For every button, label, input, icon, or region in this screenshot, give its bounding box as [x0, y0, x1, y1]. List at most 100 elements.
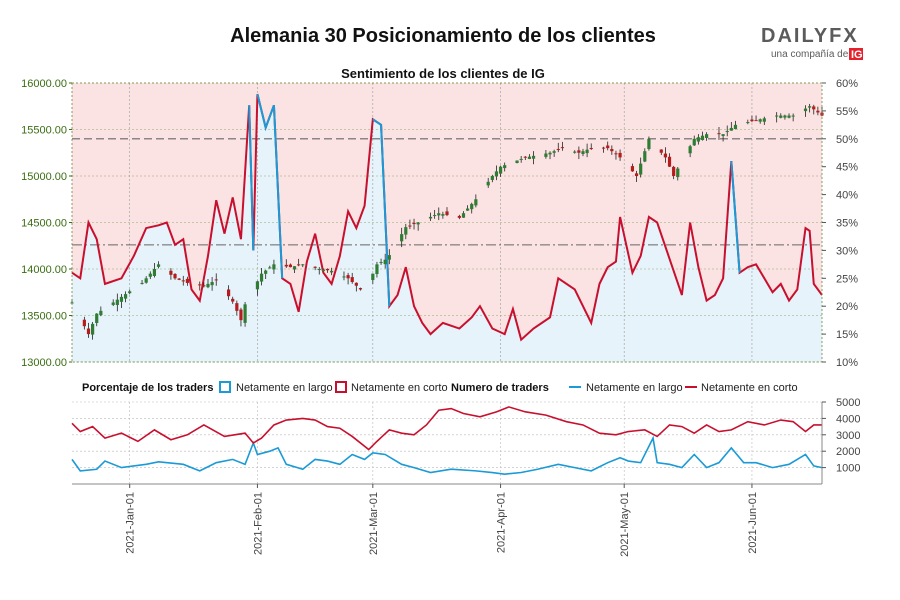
candle-body	[762, 118, 766, 122]
candle-body	[239, 309, 243, 321]
candle-body	[198, 284, 202, 286]
y-right-tick-label: 60%	[836, 78, 858, 90]
logo-text: DAILYFX	[761, 25, 859, 47]
x-tick-label: 2021-Jun-01	[747, 492, 759, 554]
candle-body	[206, 283, 210, 288]
candle-body	[515, 160, 519, 163]
legend-count-long-label: Netamente en largo	[586, 382, 683, 394]
candle-body	[288, 264, 293, 268]
legend-count-title: Numero de traders	[451, 382, 549, 394]
legend-short-swatch	[335, 381, 347, 393]
candle-body	[226, 289, 231, 297]
candle-body	[527, 156, 532, 159]
candle-body	[301, 264, 305, 266]
legend-long-label: Netamente en largo	[236, 382, 333, 394]
candle-body	[503, 165, 507, 169]
candle-body	[144, 278, 148, 283]
legend-short-label: Netamente en corto	[351, 382, 448, 394]
candle-body	[775, 115, 779, 117]
candle-body	[416, 222, 420, 225]
candle-body	[787, 115, 791, 118]
candle-body	[235, 303, 239, 311]
candle-body	[99, 310, 103, 316]
candle-body	[556, 149, 560, 151]
candle-body	[717, 133, 721, 135]
candle-body	[783, 115, 787, 118]
y-left-tick-label: 15500.00	[21, 125, 67, 137]
candle-body	[123, 294, 128, 299]
candle-body	[808, 106, 812, 108]
y-right-tick-label: 30%	[836, 245, 858, 257]
y-right-tick-label: 25%	[836, 273, 858, 285]
candle-body	[111, 302, 115, 305]
candle-body	[544, 153, 548, 157]
candle-body	[214, 279, 218, 281]
candle-body	[255, 281, 260, 290]
candle-body	[531, 155, 536, 159]
y-right-tick-label: 10%	[836, 357, 858, 369]
traders-long-line	[71, 435, 823, 475]
candle-body	[696, 137, 700, 142]
dailyfx-logo: DAILYFX una compañía de IG	[761, 25, 863, 61]
candle-body	[630, 166, 635, 172]
candle-body	[647, 138, 651, 150]
candle-body	[330, 270, 334, 273]
candle-body	[325, 268, 330, 271]
candle-body	[466, 208, 470, 211]
candle-body	[729, 127, 733, 131]
candle-body	[519, 158, 523, 160]
candle-body	[589, 148, 593, 150]
candle-body	[313, 266, 317, 268]
legend-count-short-label: Netamente en corto	[701, 382, 798, 394]
y-right-tick-label: 35%	[836, 218, 858, 230]
candle-body	[140, 282, 144, 284]
main-axes: 13000.00 13500.00 14000.00 14500.00 15000.00…	[21, 78, 858, 369]
candle-body	[692, 138, 696, 146]
candle-body	[560, 147, 564, 149]
candle-body	[725, 131, 729, 133]
candle-body	[523, 156, 527, 158]
candle-body	[601, 147, 606, 149]
candle-body	[292, 266, 297, 270]
candle-body	[552, 151, 556, 153]
x-tick-label: 2021-Feb-01	[252, 492, 264, 555]
candle-body	[86, 328, 91, 335]
candle-body	[317, 269, 321, 270]
legend-pct-title: Porcentaje de los traders	[82, 382, 213, 394]
candle-body	[548, 152, 552, 155]
candle-body	[148, 273, 152, 277]
x-axis-ticks: 2021-Jan-01 2021-Feb-01 2021-Mar-01 2021-Ap…	[125, 484, 759, 557]
candle-body	[268, 267, 272, 269]
candle-body	[663, 153, 668, 158]
candle-body	[152, 269, 157, 276]
candle-body	[264, 270, 268, 274]
bottom-y-tick-label: 1000	[836, 463, 860, 475]
candle-body	[379, 262, 383, 264]
candle-body	[461, 213, 466, 218]
candle-body	[284, 264, 288, 267]
candle-body	[375, 264, 379, 274]
chart-title: Alemania 30 Posicionamiento de los clien…	[230, 25, 656, 47]
y-right-tick-label: 20%	[836, 301, 858, 313]
candle-body	[169, 270, 173, 275]
candle-body	[470, 203, 474, 210]
price-candles	[70, 103, 824, 340]
candle-body	[346, 275, 350, 279]
candle-body	[614, 153, 618, 155]
candle-body	[408, 225, 412, 227]
candle-body	[350, 277, 354, 283]
y-left-tick-label: 15000.00	[21, 171, 67, 183]
long-region	[72, 94, 822, 362]
bottom-y-tick-label: 2000	[836, 446, 860, 458]
bottom-series	[71, 406, 823, 475]
candle-body	[733, 124, 738, 130]
candle-body	[581, 151, 585, 154]
bottom-gridlines	[72, 401, 822, 484]
candle-body	[445, 211, 449, 216]
candle-body	[721, 134, 725, 137]
bottom-axes: 1000 2000 3000 4000 5000	[72, 397, 860, 485]
candle-body	[428, 216, 433, 219]
candle-body	[412, 222, 416, 225]
candle-body	[573, 151, 577, 153]
